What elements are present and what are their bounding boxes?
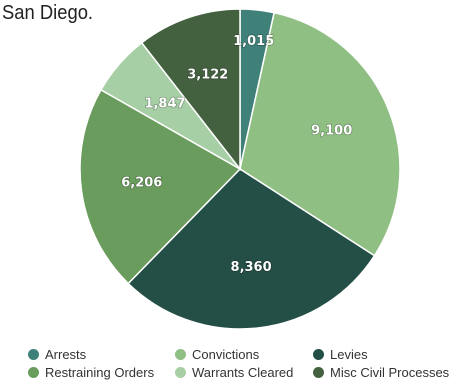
- slice-value-label-levies: 8,360: [231, 260, 272, 275]
- legend-swatch: [28, 367, 39, 378]
- legend-item-warrants-cleared: Warrants Cleared: [175, 365, 313, 380]
- pie-slice-convictions: [239, 11, 401, 257]
- slice-value-label-arrests: 1,015: [233, 34, 274, 49]
- chart-legend: Arrests Convictions Levies Restraining Orde…: [28, 347, 468, 380]
- legend-swatch: [175, 367, 186, 378]
- pie-slices: [79, 8, 401, 330]
- legend-swatch: [28, 349, 39, 360]
- legend-swatch: [313, 349, 324, 360]
- legend-item-arrests: Arrests: [28, 347, 175, 362]
- legend-item-misc-civil-processes: Misc Civil Processes: [313, 365, 463, 380]
- slice-value-label-convictions: 9,100: [311, 124, 352, 139]
- pie-slice-misc-civil-processes: [140, 8, 241, 172]
- pie-slice-levies: [127, 168, 376, 330]
- legend-item-levies: Levies: [313, 347, 463, 362]
- legend-label: Misc Civil Processes: [330, 365, 450, 380]
- legend-label: Warrants Cleared: [192, 365, 294, 380]
- legend-label: Restraining Orders: [45, 365, 155, 380]
- pie-slice-restraining-orders: [79, 88, 242, 285]
- chart-heading: San Diego.: [2, 2, 94, 24]
- legend-label: Arrests: [45, 347, 87, 362]
- legend-swatch: [313, 367, 324, 378]
- legend-swatch: [175, 349, 186, 360]
- slice-value-label-misc-civil-processes: 3,122: [187, 68, 228, 83]
- slice-value-label-warrants-cleared: 1,847: [144, 97, 185, 112]
- legend-item-convictions: Convictions: [175, 347, 313, 362]
- legend-label: Levies: [330, 347, 368, 362]
- legend-label: Convictions: [192, 347, 260, 362]
- legend-item-restraining-orders: Restraining Orders: [28, 365, 175, 380]
- slice-value-label-restraining-orders: 6,206: [121, 175, 162, 190]
